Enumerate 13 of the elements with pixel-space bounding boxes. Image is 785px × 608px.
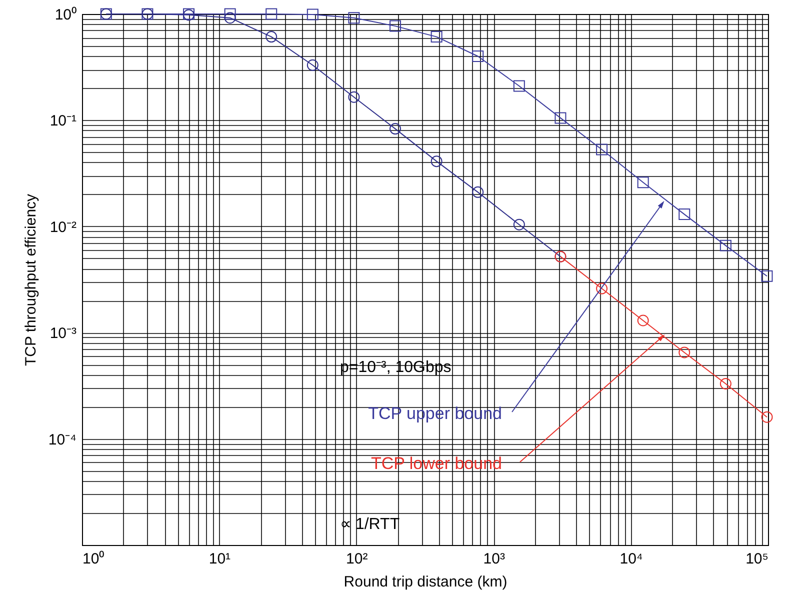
- x-tick-label: 10²: [346, 550, 368, 568]
- y-axis-title: TCP throughput efficiency: [22, 193, 40, 366]
- x-tick-label: 10⁴: [620, 550, 643, 568]
- x-tick-label: 10¹: [208, 550, 231, 568]
- y-tick-label: 10⁻⁴: [48, 431, 76, 448]
- x-axis-title: Round trip distance (km): [344, 574, 508, 590]
- y-tick-label: 10⁻¹: [50, 112, 76, 130]
- x-tick-label: 10³: [483, 550, 505, 568]
- y-tick-label: 10⁻³: [50, 325, 76, 342]
- y-tick-label: 10⁻²: [50, 218, 76, 236]
- y-tick-label: 10⁰: [54, 6, 76, 24]
- x-tick-label: 10⁵: [746, 550, 768, 568]
- x-tick-label: 10⁰: [82, 550, 104, 568]
